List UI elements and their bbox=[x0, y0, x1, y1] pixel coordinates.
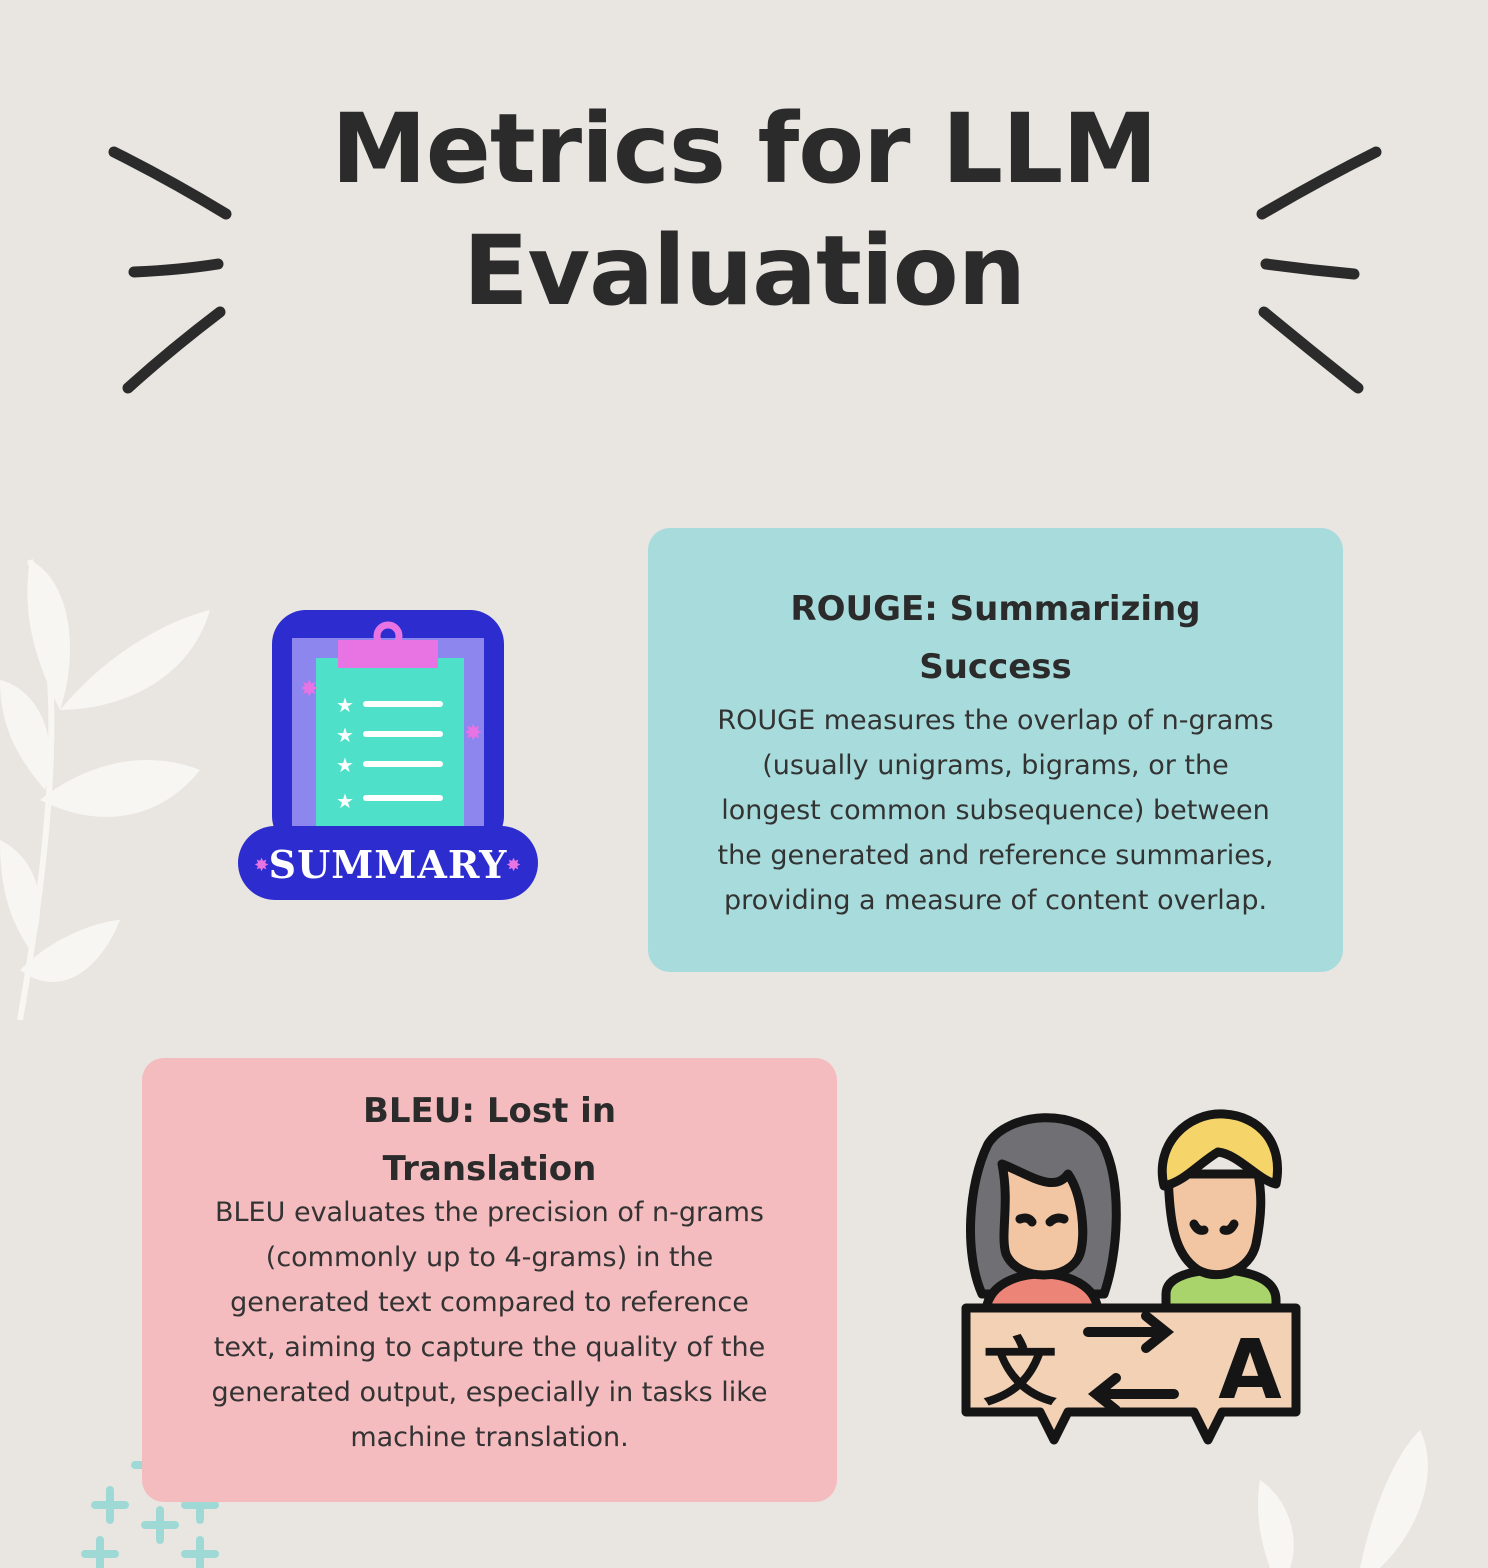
svg-text:★: ★ bbox=[336, 753, 354, 777]
svg-text:✸: ✸ bbox=[464, 721, 482, 746]
translation-people-icon: 文 A bbox=[961, 1109, 1301, 1445]
source-language-glyph: 文 bbox=[983, 1330, 1057, 1416]
summary-label: SUMMARY bbox=[269, 842, 508, 887]
cross-pattern-decoration bbox=[81, 1446, 219, 1568]
title-accent-right bbox=[1256, 146, 1382, 394]
svg-text:★: ★ bbox=[336, 723, 354, 747]
bleu-card-title: BLEU: Lost in Translation bbox=[362, 1091, 617, 1189]
page-title: Metrics for LLM Evaluation bbox=[0, 88, 1488, 332]
leaf-decoration-left bbox=[0, 559, 210, 1021]
svg-text:★: ★ bbox=[336, 789, 354, 813]
rouge-card-title: ROUGE: Summarizing Success bbox=[790, 589, 1201, 687]
svg-text:★: ★ bbox=[336, 693, 354, 717]
page-title-line-1: Metrics for LLM bbox=[331, 93, 1158, 205]
rouge-card-body: ROUGE measures the overlap of n-grams (u… bbox=[717, 705, 1274, 916]
target-language-glyph: A bbox=[1218, 1323, 1282, 1418]
bleu-card-body: BLEU evaluates the precision of n-grams … bbox=[211, 1197, 768, 1453]
svg-text:✸: ✸ bbox=[506, 855, 521, 876]
bleu-card: BLEU: Lost in Translation BLEU evaluates… bbox=[142, 1058, 837, 1502]
svg-text:✸: ✸ bbox=[300, 677, 318, 702]
summary-clipboard-icon: ★ ★ ★ ★ ✸ ✸ ✸ ✸ SUMMARY bbox=[238, 610, 538, 900]
leaf-decoration-bottom-right bbox=[1258, 1430, 1428, 1568]
svg-text:✸: ✸ bbox=[254, 855, 269, 876]
page-title-line-2: Evaluation bbox=[462, 215, 1026, 327]
title-accent-left bbox=[108, 146, 232, 394]
rouge-card: ROUGE: Summarizing Success ROUGE measure… bbox=[648, 528, 1343, 972]
